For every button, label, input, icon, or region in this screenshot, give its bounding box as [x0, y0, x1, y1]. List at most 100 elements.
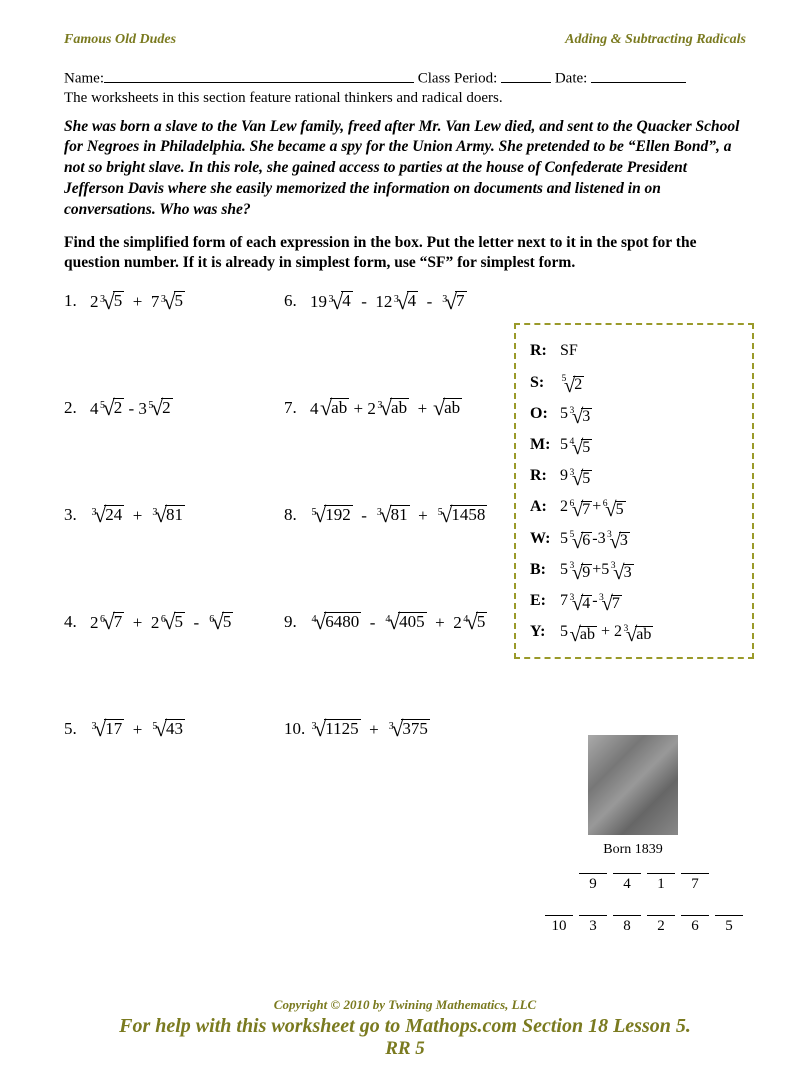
answer-blank[interactable]: 9 [579, 873, 607, 893]
radical: 3√3 [606, 532, 630, 551]
answer-row: O:53√3 [530, 398, 740, 429]
answer-row: W:55√6-33√3 [530, 523, 740, 554]
page-footer: Copyright © 2010 by Twining Mathematics,… [0, 997, 810, 1060]
operator: - [353, 506, 376, 525]
answer-expr: 53√3 [560, 398, 592, 429]
answer-key: W: [530, 523, 560, 554]
header-right: Adding & Subtracting Radicals [565, 32, 746, 48]
operator: + [592, 498, 601, 515]
radical: 3√3 [609, 563, 633, 582]
radical: 5√43 [151, 719, 185, 738]
expression: 3√24 + 3√81 [90, 505, 185, 526]
radical: 3√9 [568, 563, 592, 582]
expression: 3√17 + 5√43 [90, 719, 185, 740]
operator: - [361, 613, 384, 632]
period-blank[interactable] [501, 68, 551, 83]
expression: 193√4 - 123√4 - 3√7 [310, 291, 467, 312]
operator: + [124, 506, 151, 525]
problem-number: 7. [284, 398, 310, 419]
expression: 23√5 + 73√5 [90, 291, 185, 312]
problem-number: 8. [284, 505, 310, 526]
problem: 4.26√7 + 26√5 - 6√5 [64, 612, 284, 633]
photo-area: Born 1839 [588, 735, 678, 858]
answer-expr: 73√4-3√7 [560, 585, 622, 616]
radical: 3√4 [568, 594, 592, 613]
answer-blank[interactable]: 3 [579, 915, 607, 935]
radical: 3√81 [151, 505, 185, 524]
operator: - [418, 292, 441, 311]
operator: + [361, 720, 388, 739]
answer-key-box: R:SFS:5√2O:53√3M:54√5R:93√5A:26√7+6√5W:5… [514, 323, 754, 659]
radical: 3√5 [568, 469, 592, 488]
expression: 26√7 + 26√5 - 6√5 [90, 612, 233, 633]
problem-row: 1.23√5 + 73√56.193√4 - 123√4 - 3√7 [64, 291, 746, 312]
radical: 3√4 [327, 291, 353, 310]
expression: 3√1125 + 3√375 [310, 719, 430, 740]
photo-caption: Born 1839 [588, 842, 678, 858]
problem: 5.3√17 + 5√43 [64, 719, 284, 740]
operator: + [592, 561, 601, 578]
answer-row: S:5√2 [530, 367, 740, 398]
answer-blank[interactable]: 10 [545, 915, 573, 935]
radical: 3√5 [99, 291, 125, 310]
answer-key: S: [530, 367, 560, 398]
answer-expr: SF [560, 335, 578, 366]
answer-key: E: [530, 585, 560, 616]
answer-blank[interactable]: 7 [681, 873, 709, 893]
name-blank[interactable] [104, 68, 414, 83]
blank-row-1: 9417 [542, 873, 746, 893]
radical: 6√5 [159, 612, 185, 631]
problem: 1.23√5 + 73√5 [64, 291, 284, 312]
answer-key: M: [530, 429, 560, 460]
radical: 4√5 [462, 612, 488, 631]
operator: - [353, 292, 376, 311]
problems-area: 1.23√5 + 73√56.193√4 - 123√4 - 3√72.45√2… [64, 291, 746, 739]
blank-row-2: 10 38265 [542, 915, 746, 935]
answer-blank[interactable]: 1 [647, 873, 675, 893]
radical: 4√6480 [310, 612, 361, 631]
radical: √ab [319, 398, 350, 417]
radical: 5√6 [568, 532, 592, 551]
answer-blank[interactable]: 4 [613, 873, 641, 893]
answer-text: SF [560, 342, 578, 359]
story-text: She was born a slave to the Van Lew fami… [64, 117, 746, 222]
answer-blank[interactable]: 8 [613, 915, 641, 935]
header-left: Famous Old Dudes [64, 32, 176, 48]
operator: - [185, 613, 208, 632]
worksheet-page: Famous Old Dudes Adding & Subtracting Ra… [0, 0, 810, 1082]
answer-row: M:54√5 [530, 429, 740, 460]
date-blank[interactable] [591, 68, 686, 83]
answer-expr: 5 √ab + 23√ab [560, 616, 653, 647]
radical: 3√24 [90, 505, 124, 524]
answer-blank[interactable]: 6 [681, 915, 709, 935]
radical: 3√ab [376, 398, 409, 417]
radical: 5√2 [99, 398, 125, 417]
problem-number: 2. [64, 398, 90, 419]
answer-row: A:26√7+6√5 [530, 491, 740, 522]
radical: 3√17 [90, 719, 124, 738]
answer-key: O: [530, 398, 560, 429]
problem: 10.3√1125 + 3√375 [284, 719, 544, 740]
radical: 5√1458 [436, 505, 487, 524]
copyright: Copyright © 2010 by Twining Mathematics,… [0, 997, 810, 1013]
radical: 6√5 [208, 612, 234, 631]
expression: 4 √ab + 23√ab + √ab [310, 398, 462, 419]
radical: 3√3 [568, 407, 592, 426]
historical-photo [588, 735, 678, 835]
operator: + [124, 613, 151, 632]
operator: + [427, 613, 454, 632]
problem: 6.193√4 - 123√4 - 3√7 [284, 291, 544, 312]
problem: 7.4 √ab + 23√ab + √ab [284, 398, 544, 419]
radical: 4√5 [568, 438, 592, 457]
radical: 6√7 [568, 500, 592, 519]
answer-expr: 93√5 [560, 460, 592, 491]
problem-number: 1. [64, 291, 90, 312]
answer-blank[interactable]: 2 [647, 915, 675, 935]
answer-blank[interactable]: 5 [715, 915, 743, 935]
radical: 4√405 [384, 612, 427, 631]
radical: 3√4 [392, 291, 418, 310]
operator: + [410, 506, 437, 525]
period-label: Class Period: [418, 71, 501, 87]
radical: 3√7 [598, 594, 622, 613]
radical: √ab [431, 398, 462, 417]
